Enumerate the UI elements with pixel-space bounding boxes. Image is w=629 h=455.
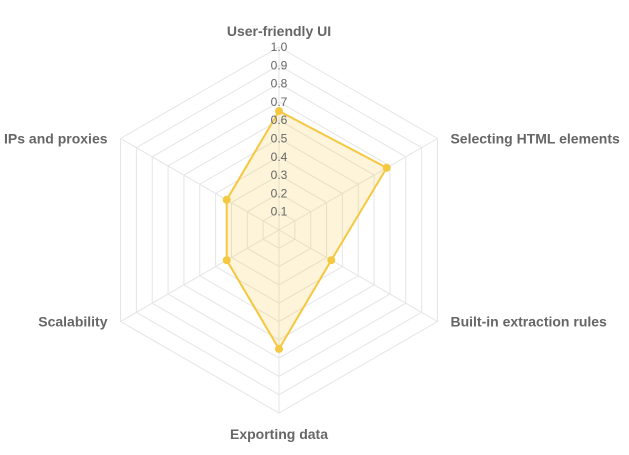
radar-axis-labels: User-friendly UI Selecting HTML elements B… bbox=[4, 23, 620, 442]
r-tick-label: 0.9 bbox=[271, 58, 288, 72]
data-point[interactable] bbox=[222, 256, 231, 265]
r-tick-label: 0.5 bbox=[271, 132, 288, 146]
grid-spoke bbox=[278, 138, 438, 231]
axis-label: User-friendly UI bbox=[227, 23, 331, 39]
r-tick-label: 0.7 bbox=[271, 95, 288, 109]
grid-spoke bbox=[120, 138, 280, 231]
r-tick-label: 0.6 bbox=[271, 113, 288, 127]
radar-tick-labels: 0.1 0.2 0.3 0.4 0.5 0.6 0.7 0.8 0.9 1.0 bbox=[271, 40, 288, 219]
r-tick-label: 0.3 bbox=[271, 168, 288, 182]
r-tick-label: 0.8 bbox=[271, 77, 288, 91]
data-point[interactable] bbox=[222, 195, 231, 204]
data-point[interactable] bbox=[382, 163, 391, 172]
r-tick-label: 1.0 bbox=[271, 40, 288, 54]
grid-spoke bbox=[278, 229, 438, 322]
data-point[interactable] bbox=[275, 344, 283, 353]
data-point[interactable] bbox=[327, 256, 336, 265]
axis-label: Selecting HTML elements bbox=[450, 131, 620, 147]
axis-label: Exporting data bbox=[230, 426, 328, 442]
r-tick-label: 0.4 bbox=[271, 150, 288, 164]
series-area bbox=[225, 110, 388, 350]
axis-label: IPs and proxies bbox=[4, 131, 108, 147]
r-tick-label: 0.2 bbox=[271, 186, 288, 200]
axis-label: Built-in extraction rules bbox=[450, 314, 607, 330]
grid-spoke bbox=[120, 229, 280, 322]
radar-grid bbox=[120, 46, 438, 414]
axis-label: Scalability bbox=[38, 314, 107, 330]
r-tick-label: 0.1 bbox=[271, 205, 288, 219]
data-point[interactable] bbox=[275, 107, 283, 116]
radar-series bbox=[222, 107, 391, 353]
